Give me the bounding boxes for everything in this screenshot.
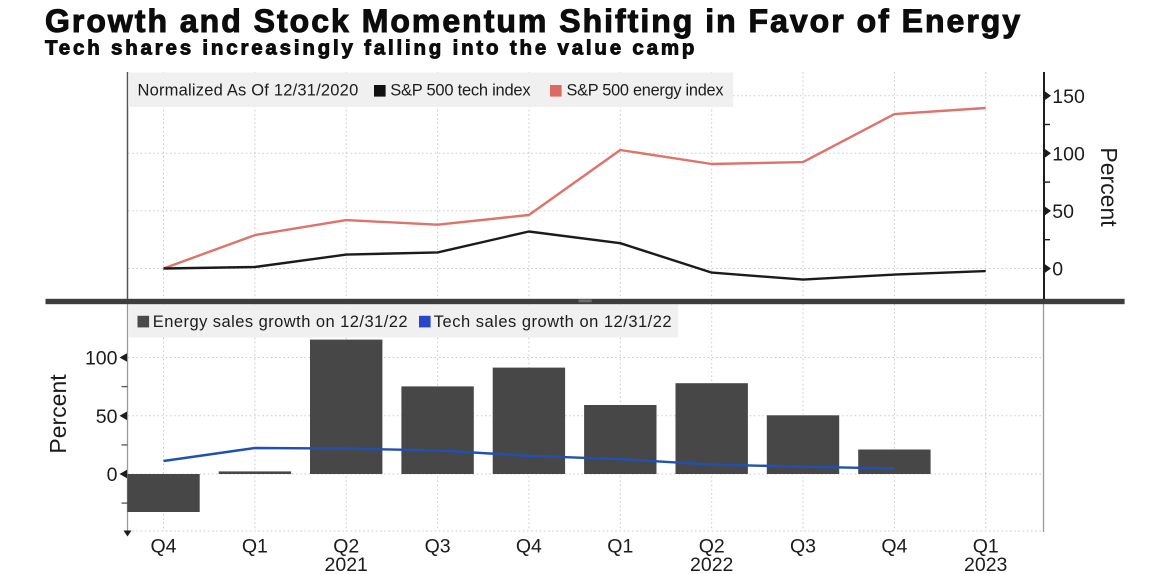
- svg-text:Growth and Stock Momentum Shif: Growth and Stock Momentum Shifting in Fa…: [45, 3, 1022, 39]
- svg-text:Q4: Q4: [150, 535, 176, 557]
- svg-text:S&P 500 energy index: S&P 500 energy index: [567, 82, 724, 100]
- svg-text:Q1: Q1: [242, 535, 268, 557]
- svg-text:Q4: Q4: [881, 535, 907, 557]
- svg-text:50: 50: [1052, 201, 1074, 223]
- svg-text:Q2: Q2: [699, 535, 725, 557]
- svg-text:2021: 2021: [325, 554, 368, 574]
- svg-text:Q3: Q3: [790, 535, 816, 557]
- svg-text:2023: 2023: [964, 554, 1007, 574]
- svg-text:Q1: Q1: [973, 535, 999, 557]
- svg-text:Percent: Percent: [1096, 147, 1122, 227]
- svg-text:Q3: Q3: [425, 535, 451, 557]
- svg-text:2022: 2022: [690, 554, 733, 574]
- svg-text:Q4: Q4: [516, 535, 542, 557]
- svg-text:100: 100: [85, 348, 118, 370]
- svg-text:0: 0: [1052, 259, 1063, 281]
- svg-text:Tech shares increasingly falli: Tech shares increasingly falling into th…: [45, 37, 697, 60]
- svg-text:Percent: Percent: [45, 374, 71, 454]
- svg-text:Q2: Q2: [333, 535, 359, 557]
- svg-text:Tech sales growth on 12/31/22: Tech sales growth on 12/31/22: [434, 313, 672, 331]
- svg-text:100: 100: [1052, 144, 1085, 166]
- svg-text:Normalized As Of 12/31/2020: Normalized As Of 12/31/2020: [138, 82, 359, 100]
- svg-text:Energy sales growth on 12/31/2: Energy sales growth on 12/31/22: [153, 313, 408, 331]
- svg-text:50: 50: [96, 406, 118, 428]
- svg-text:S&P 500 tech index: S&P 500 tech index: [390, 82, 531, 100]
- svg-text:0: 0: [107, 464, 118, 486]
- svg-text:150: 150: [1052, 86, 1085, 108]
- svg-text:Q1: Q1: [607, 535, 633, 557]
